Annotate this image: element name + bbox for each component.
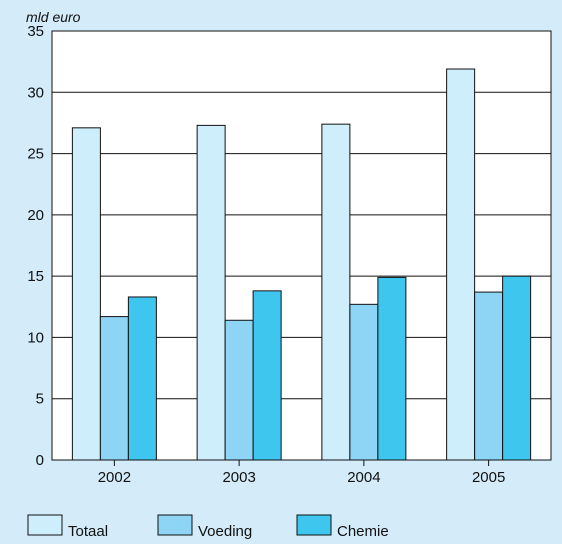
- x-tick-label: 2003: [222, 469, 255, 486]
- bar-totaal-2002: [71, 127, 101, 461]
- legend-label-chemie: Chemie: [337, 523, 389, 540]
- legend-swatch-chemie: [296, 514, 332, 536]
- legend: Totaal Voeding Chemie: [27, 514, 389, 540]
- y-tick-label: 35: [27, 23, 44, 40]
- bar-chemie-2003: [252, 290, 282, 461]
- y-tick-label: 30: [27, 84, 44, 101]
- y-axis-ticks: 0 5 10 15 20 25 30 35: [27, 23, 44, 469]
- legend-label-totaal: Totaal: [68, 523, 108, 540]
- bar-chemie-2005: [502, 275, 532, 461]
- x-tick-label: 2005: [472, 469, 505, 486]
- bar-voeding-2005: [474, 291, 504, 461]
- x-axis-ticks: 2002 2003 2004 2005: [98, 460, 505, 486]
- y-tick-label: 5: [36, 391, 44, 408]
- legend-swatch-voeding: [157, 514, 193, 536]
- bar-totaal-2003: [196, 124, 226, 461]
- bar-voeding-2003: [224, 319, 254, 461]
- bar-totaal-2005: [446, 68, 476, 461]
- legend-swatch-totaal: [27, 514, 63, 536]
- y-tick-label: 15: [27, 268, 44, 285]
- bar-voeding-2004: [349, 303, 379, 461]
- bar-chemie-2002: [127, 296, 157, 461]
- x-tick-label: 2004: [347, 469, 380, 486]
- bar-voeding-2002: [99, 316, 129, 461]
- y-tick-label: 0: [36, 452, 44, 469]
- x-tick-label: 2002: [98, 469, 131, 486]
- y-tick-label: 10: [27, 329, 44, 346]
- bar-totaal-2004: [321, 123, 351, 461]
- y-unit-label: mld euro: [26, 9, 81, 25]
- bars: [71, 68, 532, 461]
- bar-chemie-2004: [377, 276, 407, 461]
- y-tick-label: 20: [27, 207, 44, 224]
- legend-label-voeding: Voeding: [198, 523, 252, 540]
- y-tick-label: 25: [27, 146, 44, 163]
